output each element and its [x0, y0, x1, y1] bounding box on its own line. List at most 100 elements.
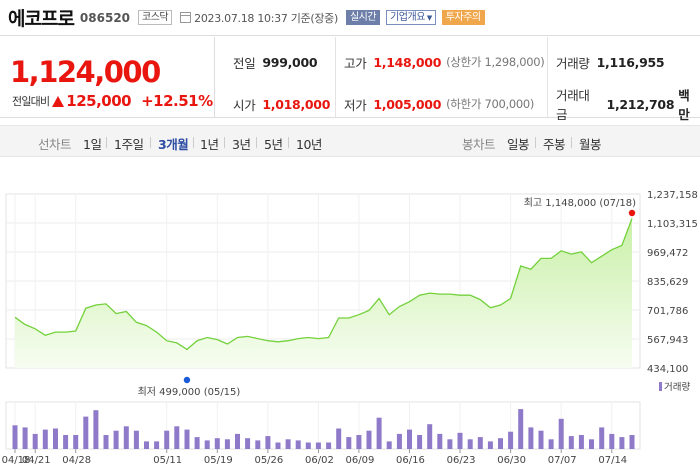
stock-code: 086520: [79, 10, 131, 25]
volume-bar: [265, 436, 271, 449]
stat-unit: 백만: [678, 88, 690, 122]
x-tick-label: 04/18: [2, 455, 31, 466]
realtime-button[interactable]: 실시간: [345, 10, 381, 25]
volume-bar: [326, 442, 332, 449]
volume-bar: [184, 429, 190, 449]
volume-bar: [477, 437, 483, 449]
tab-10y[interactable]: 10년: [296, 137, 322, 152]
y-axis: 1,237,158 1,103,315 969,472 835,629 701,786 5…: [647, 190, 698, 375]
tab-1w[interactable]: 1주일: [114, 137, 144, 152]
volume-bar: [224, 439, 230, 449]
tab-daily[interactable]: 일봉: [507, 137, 530, 152]
stat-label: 고가: [344, 55, 367, 71]
stat-sub: (하한가 700,000): [446, 97, 535, 111]
volume-bar: [12, 425, 18, 449]
y-tick-label: 1,103,315: [647, 219, 698, 230]
volume-bar: [295, 440, 301, 449]
price-line: [14, 218, 633, 351]
stats-divider: [547, 37, 548, 118]
stat-label: 거래량: [556, 55, 590, 71]
x-tick-label: 07/14: [598, 455, 627, 466]
stat-label: 전일: [233, 55, 256, 71]
tab-divider: [224, 137, 225, 148]
x-tick-label: 05/26: [254, 455, 283, 466]
tab-weekly[interactable]: 주봉: [543, 137, 566, 152]
tab-divider: [288, 137, 289, 148]
volume-bar: [558, 418, 564, 449]
investment-warning-badge[interactable]: 투자주의: [441, 10, 485, 25]
price-change: 전일대비 125,000 +12.51%: [12, 92, 213, 110]
volume-bar: [194, 437, 200, 449]
candle-chart-group-label: 봉차트: [462, 137, 496, 152]
quote-datetime: 2023.07.18 10:37 기준(장중): [194, 11, 338, 25]
current-price: 1,124,000: [10, 55, 161, 89]
volume-bar: [487, 441, 493, 449]
stat-prev-close: 전일 999,000: [233, 54, 318, 71]
volume-bar: [578, 435, 584, 449]
volume-bar: [407, 429, 412, 449]
y-tick-label: 567,943: [647, 335, 688, 346]
change-label: 전일대비: [12, 95, 50, 108]
tab-1d[interactable]: 1일: [83, 137, 102, 152]
volume-bar: [498, 438, 503, 449]
volume-bar: [366, 430, 372, 449]
volume-frame: [5, 401, 641, 450]
volume-bar: [154, 441, 160, 449]
volume-bar: [164, 430, 170, 449]
volume-bar: [123, 426, 129, 449]
volume-bar: [609, 433, 615, 449]
volume-bar: [305, 442, 311, 449]
volume-bar: [386, 441, 392, 449]
volume-bar: [103, 435, 109, 449]
volume-bar: [245, 438, 251, 449]
volume-bar: [437, 433, 443, 449]
x-tick-label: 06/02: [305, 455, 334, 466]
volume-bar: [275, 442, 281, 449]
volume-bar: [315, 442, 321, 449]
volume-bar: [457, 432, 463, 449]
volume-bar: [73, 435, 79, 449]
line-chart-group-label: 선차트: [38, 137, 72, 152]
volume-bar: [204, 440, 210, 449]
y-tick-label: 1,237,158: [647, 190, 698, 201]
volume-bar: [619, 437, 625, 449]
x-tick-label: 04/21: [22, 455, 51, 466]
x-tick-label: 06/30: [497, 455, 526, 466]
stat-amount: 거래대금 1,212,708 백만: [556, 88, 700, 122]
volume-bar: [376, 417, 382, 449]
tab-divider: [193, 137, 194, 148]
y-tick-label: 434,100: [647, 364, 688, 375]
company-info-dropdown[interactable]: 기업개요 ▼: [386, 10, 436, 25]
volume-bar: [346, 437, 352, 449]
volume-bar: [93, 410, 99, 449]
volume-bar: [255, 440, 261, 449]
x-tick-label: 05/19: [204, 455, 233, 466]
tab-3m[interactable]: 3개월: [158, 137, 189, 152]
chart-period-tabs: 선차트 1일 1주일 3개월 1년 3년 5년 10년 봉차트 일봉 주봉 월봉: [0, 125, 700, 157]
stat-label: 저가: [344, 97, 367, 113]
volume-bar: [508, 431, 514, 449]
stats-divider: [335, 37, 336, 118]
y-tick-label: 969,472: [647, 248, 688, 259]
volume-bar: [538, 430, 544, 449]
volume-bar: [285, 439, 291, 449]
low-annotation: 최저 499,000 (05/15): [138, 386, 241, 398]
volume-bar: [214, 438, 220, 449]
stat-value: 1,212,708: [606, 96, 675, 112]
price-panel: 1,124,000 전일대비 125,000 +12.51% 전일 999,00…: [0, 37, 700, 122]
tab-1y[interactable]: 1년: [200, 137, 219, 152]
volume-bar: [599, 427, 605, 449]
volume-bar: [144, 441, 149, 449]
tab-5y[interactable]: 5년: [264, 137, 283, 152]
tab-monthly[interactable]: 월봉: [579, 137, 602, 152]
stat-volume: 거래량 1,116,955: [556, 54, 665, 71]
stat-high: 고가 1,148,000 (상한가 1,298,000): [344, 54, 545, 71]
tab-3y[interactable]: 3년: [232, 137, 251, 152]
high-marker: [628, 209, 636, 217]
volume-bar: [174, 426, 180, 449]
calendar-icon: [180, 12, 192, 23]
volume-bar: [235, 433, 240, 449]
chevron-down-icon: ▼: [426, 14, 432, 22]
